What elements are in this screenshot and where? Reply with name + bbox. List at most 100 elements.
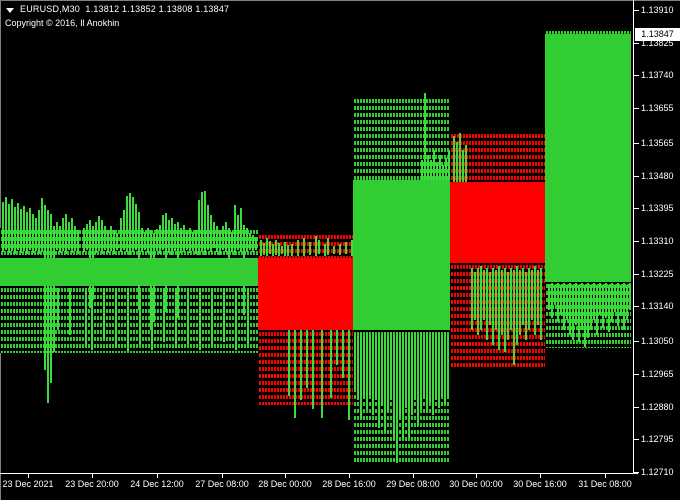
candle-bar: [231, 232, 233, 252]
candle-bar: [115, 288, 117, 348]
candle-bar: [263, 243, 265, 255]
candle-bar: [309, 242, 311, 255]
price-tick-label: 1.13740: [641, 70, 674, 80]
candle-bar: [294, 330, 296, 418]
candle-bar: [228, 228, 230, 266]
candle-bar: [333, 246, 335, 254]
candle-bar: [554, 285, 556, 305]
price-axis-line: [633, 0, 634, 474]
candle-bar: [103, 288, 105, 340]
price-tick-mark: [634, 472, 639, 473]
chart-plot-area[interactable]: [0, 0, 633, 473]
candle-bar: [396, 333, 398, 463]
candle-bar: [442, 165, 444, 180]
price-tick-mark: [634, 75, 639, 76]
candle-bar: [247, 288, 249, 345]
candle-bar: [135, 204, 137, 250]
candle-bar: [614, 285, 616, 312]
candle-bar: [566, 285, 568, 320]
candle-bar: [120, 218, 122, 252]
candle-bar: [101, 220, 103, 254]
candle-bar: [593, 283, 595, 320]
candle-bar: [47, 210, 49, 403]
price-tick-label: 1.13225: [641, 269, 674, 279]
price-tick-mark: [634, 274, 639, 275]
candle-bar: [447, 335, 449, 398]
window-border-top: [0, 0, 680, 1]
candle-bar: [439, 155, 441, 180]
candle-bar: [477, 268, 479, 335]
price-tick-mark: [634, 143, 639, 144]
symbol-dropdown-icon[interactable]: [6, 8, 14, 13]
candle-bar: [560, 285, 562, 315]
candle-bar: [183, 225, 185, 252]
candle-bar: [252, 235, 254, 252]
time-tick-mark: [540, 474, 541, 478]
candle-bar: [281, 246, 283, 254]
time-tick-mark: [285, 474, 286, 478]
candle-bar: [617, 283, 619, 326]
time-tick-label: 31 Dec 08:00: [578, 479, 632, 489]
candle-bar: [53, 226, 55, 352]
candle-bar: [342, 330, 344, 378]
candle-bar: [303, 238, 305, 256]
candle-bar: [421, 160, 423, 180]
candle-bar: [540, 268, 542, 340]
candle-bar: [504, 268, 506, 352]
candle-bar: [321, 330, 323, 418]
candle-bar: [324, 244, 326, 256]
price-tick-mark: [634, 407, 639, 408]
price-tick-label: 1.13310: [641, 236, 674, 246]
candle-bar: [123, 210, 125, 250]
candle-bar: [223, 288, 225, 342]
candle-bar: [222, 226, 224, 250]
candle-bar: [151, 288, 153, 350]
candle-bar: [199, 288, 201, 350]
candle-bar: [354, 333, 356, 392]
candle-bar: [162, 215, 164, 250]
candle-bar: [77, 230, 79, 254]
candle-bar: [584, 285, 586, 347]
candle-bar: [528, 268, 530, 330]
candle-bar: [348, 330, 350, 420]
price-tick-label: 1.13910: [641, 5, 674, 15]
candle-bar: [272, 244, 274, 256]
price-tick-mark: [634, 108, 639, 109]
zone-E-box: [545, 34, 631, 282]
candle-bar: [186, 230, 188, 250]
candle-bar: [378, 333, 380, 428]
candle-bar: [237, 215, 239, 250]
candle-bar: [266, 238, 268, 256]
time-tick-label: 27 Dec 08:00: [195, 479, 249, 489]
candle-bar: [126, 196, 128, 252]
zone-E-hatch: [545, 29, 631, 34]
candle-bar: [74, 226, 76, 251]
candle-bar: [501, 270, 503, 335]
candle-bar: [249, 233, 251, 250]
candle-bar: [171, 218, 173, 255]
candle-bar: [32, 214, 34, 253]
candle-bar: [159, 225, 161, 254]
candle-bar: [38, 210, 40, 254]
candle-bar: [399, 335, 401, 420]
price-tick-mark: [634, 176, 639, 177]
zone-B-box: [258, 258, 353, 330]
candle-bar: [513, 270, 515, 365]
candle-bar: [210, 215, 212, 252]
candle-bar: [351, 240, 353, 256]
candle-bar: [168, 220, 170, 253]
time-tick-mark: [28, 474, 29, 478]
candle-bar: [98, 216, 100, 251]
zone-A-box: [0, 258, 258, 286]
price-tick-mark: [634, 439, 639, 440]
price-tick-label: 1.12710: [641, 467, 674, 477]
candle-bar: [240, 208, 242, 252]
candle-bar: [474, 272, 476, 320]
candle-bar: [163, 288, 165, 342]
price-tick-mark: [634, 306, 639, 307]
candle-bar: [156, 229, 158, 251]
candle-bar: [522, 268, 524, 325]
candle-bar: [288, 330, 290, 396]
candle-bar: [278, 243, 280, 256]
candle-bar: [50, 214, 52, 383]
